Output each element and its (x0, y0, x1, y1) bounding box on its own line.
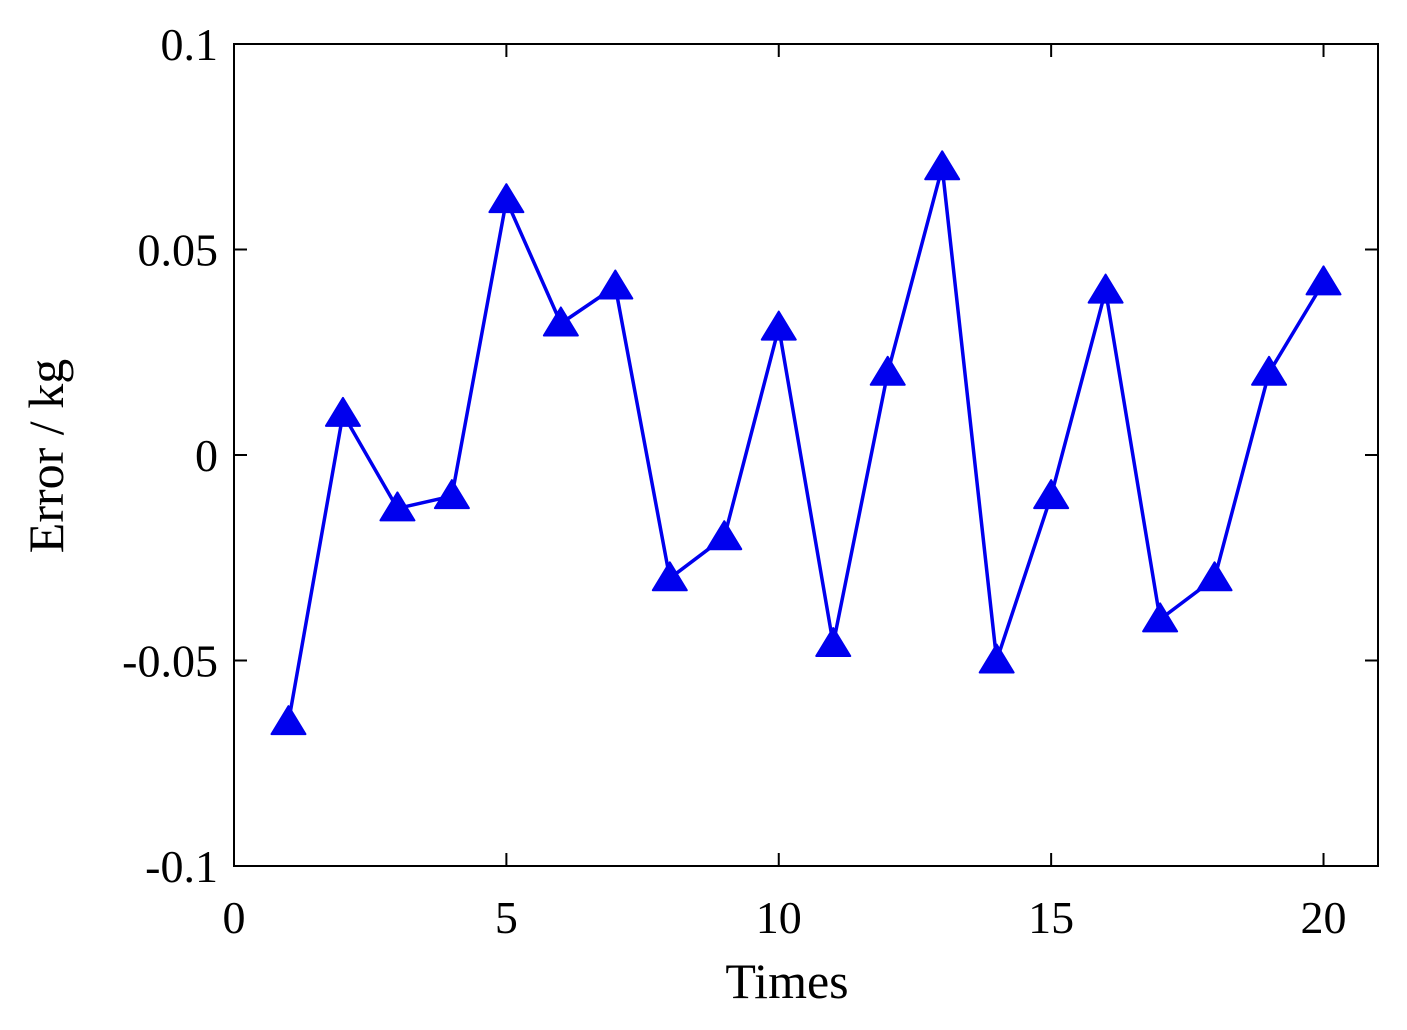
data-point-marker (978, 643, 1015, 674)
series (270, 150, 1342, 736)
data-point-marker (379, 491, 416, 522)
data-point-marker (1033, 479, 1070, 510)
data-point-marker (924, 150, 961, 181)
plot-area (233, 43, 1379, 867)
data-point-marker (597, 269, 634, 300)
series-line (286, 165, 1325, 723)
x-tick-label: 5 (495, 892, 518, 943)
x-axis-label: Times (725, 953, 848, 1009)
data-point-marker (651, 561, 688, 592)
data-point-marker (815, 627, 852, 658)
y-tick-label: -0.05 (122, 636, 218, 687)
data-point-marker (488, 183, 525, 214)
data-point-marker (542, 306, 579, 337)
data-point-marker (1087, 273, 1124, 304)
data-point-marker (1251, 355, 1288, 386)
x-tick-label: 10 (756, 892, 802, 943)
data-point-marker (324, 396, 361, 427)
y-tick-label: 0.05 (138, 225, 219, 276)
data-point-marker (760, 310, 797, 341)
data-point-marker (433, 479, 470, 510)
data-point-marker (869, 355, 906, 386)
x-tick-label: 20 (1301, 892, 1347, 943)
y-axis-label: Error / kg (18, 359, 74, 553)
data-point-marker (1305, 265, 1342, 296)
x-tick-label: 15 (1028, 892, 1074, 943)
y-tick-label: -0.1 (145, 841, 218, 892)
y-tick-label: 0 (195, 430, 218, 481)
data-point-marker (1142, 602, 1179, 633)
data-point-marker (1196, 561, 1233, 592)
axis-ticks: 0 5 10 15 20 -0.1 -0.05 0 0.05 0.1 (122, 19, 1378, 943)
data-point-marker (706, 520, 743, 551)
data-point-marker (270, 705, 307, 736)
y-tick-label: 0.1 (161, 19, 219, 70)
x-tick-label: 0 (223, 892, 246, 943)
plot-frame (233, 43, 1379, 867)
